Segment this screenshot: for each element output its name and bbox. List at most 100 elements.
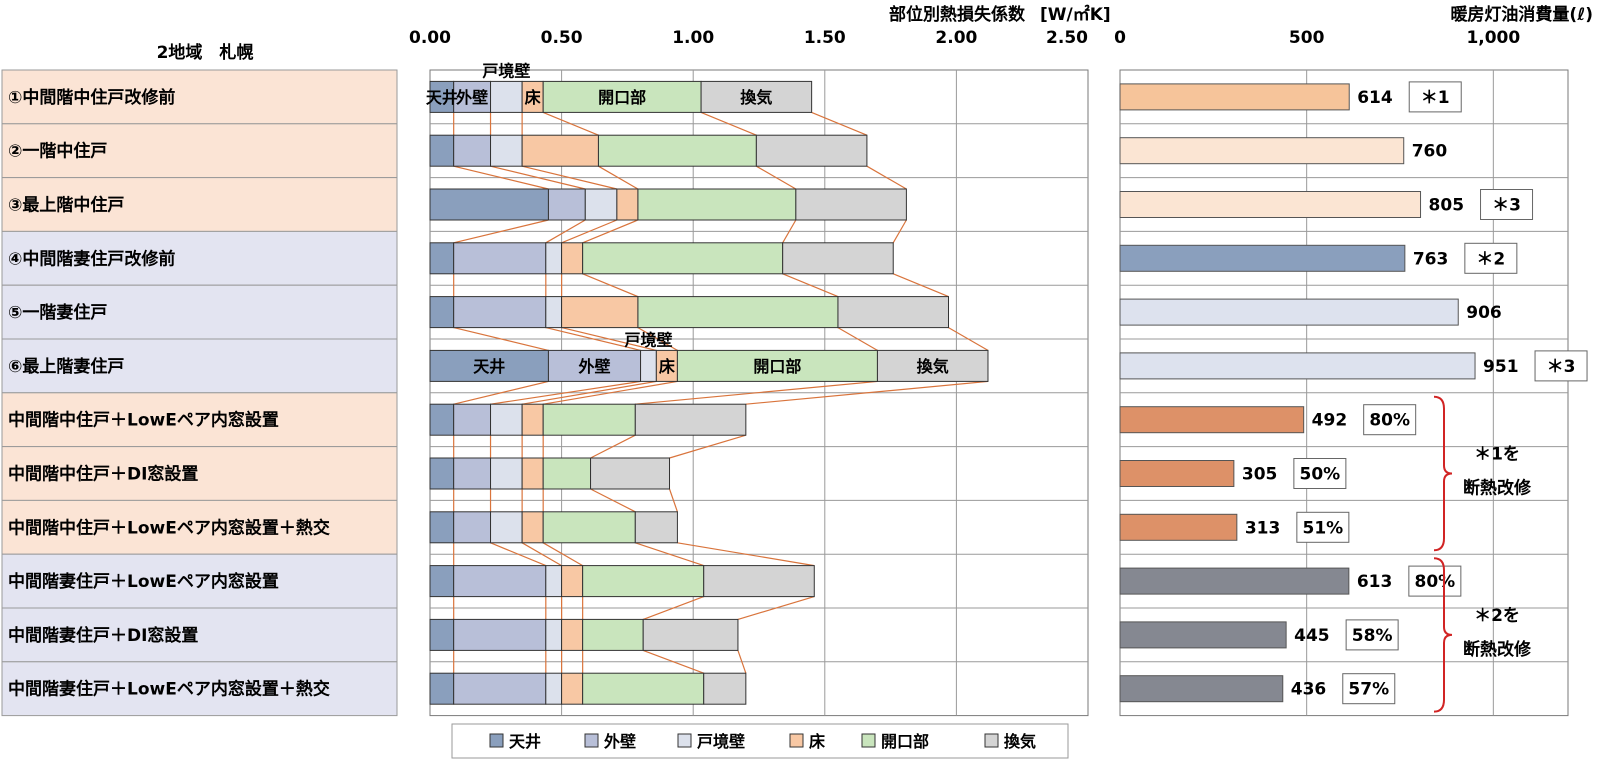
connector-line xyxy=(490,380,641,405)
kerosene-value-label: 805 xyxy=(1429,196,1465,216)
connector-line xyxy=(542,111,599,136)
connector-line xyxy=(635,380,878,405)
row-label-cell xyxy=(1,123,398,179)
kerosene-value-label: 906 xyxy=(1466,303,1502,323)
heat-loss-bar-segment xyxy=(429,457,455,490)
annotation-text: ＊2 xyxy=(1476,249,1505,269)
heat-loss-bar-segment xyxy=(545,242,563,275)
row-label: 中間階妻住戸＋LowEペア内窓設置＋熱交 xyxy=(8,679,330,700)
legend-swatch xyxy=(489,733,504,748)
heat-loss-tick-label: 0.00 xyxy=(409,28,451,48)
connector-line xyxy=(677,542,815,567)
heat-loss-bar-segment xyxy=(795,188,907,221)
connector-line xyxy=(669,434,747,459)
row-label-cell xyxy=(1,230,398,286)
heat-loss-bar-segment xyxy=(453,403,492,436)
heat-loss-bar-segment xyxy=(637,296,839,329)
annotation-text: ＊3 xyxy=(1492,196,1521,216)
connector-line xyxy=(490,165,586,190)
legend-swatch xyxy=(861,733,876,748)
heat-loss-bar-segment xyxy=(429,672,455,705)
kerosene-bar xyxy=(1119,298,1459,326)
row-label: 中間階中住戸＋DI窓設置 xyxy=(8,464,198,485)
heat-loss-bar-segment xyxy=(755,134,868,167)
segment-label: 開口部 xyxy=(598,88,646,107)
kerosene-bar xyxy=(1119,191,1422,218)
connector-line xyxy=(782,219,797,244)
segment-label: 床 xyxy=(659,357,676,376)
row-label: 中間階中住戸＋LowEペア内窓設置＋熱交 xyxy=(8,517,330,538)
annotation-text: 50% xyxy=(1300,465,1341,485)
kerosene-value-label: 951 xyxy=(1483,357,1519,377)
heat-loss-tick-label: 2.00 xyxy=(935,28,977,48)
region-label: 2地域 札幌 xyxy=(157,42,254,63)
connector-line xyxy=(745,380,989,405)
annotation-text: 51% xyxy=(1303,518,1344,538)
kerosene-value-label: 313 xyxy=(1245,518,1281,538)
heat-loss-bar-segment xyxy=(561,672,584,705)
bracket-note: ＊2を xyxy=(1474,606,1520,626)
heat-loss-bar-segment xyxy=(429,565,455,598)
kerosene-title: 暖房灯油消費量(ℓ) xyxy=(1450,4,1593,25)
connector-line xyxy=(561,327,657,351)
connector-line xyxy=(837,327,878,351)
heat-loss-tick-label: 0.50 xyxy=(541,28,583,48)
heat-loss-bar-segment xyxy=(521,457,544,490)
heat-loss-bar-segment xyxy=(453,672,547,705)
heat-loss-bar-segment xyxy=(429,618,455,651)
legend-label: 開口部 xyxy=(881,732,929,751)
heat-loss-bar-segment xyxy=(429,511,455,544)
kerosene-value-label: 305 xyxy=(1242,465,1278,485)
kerosene-bar xyxy=(1119,675,1284,703)
connector-line xyxy=(590,488,636,513)
annotation-box xyxy=(1464,242,1518,274)
heat-loss-bar-segment xyxy=(490,403,523,436)
heat-loss-bar-segment xyxy=(545,618,563,651)
row-label: ④中間階妻住戸改修前 xyxy=(8,248,175,269)
annotation-box xyxy=(1534,350,1588,382)
heat-loss-bar-segment xyxy=(453,134,492,167)
annotation-text: ＊3 xyxy=(1547,357,1576,377)
row-label: ⑤一階妻住戸 xyxy=(8,302,107,323)
kerosene-bar xyxy=(1119,621,1287,649)
heat-loss-bar-segment xyxy=(453,618,547,651)
heat-loss-bar-segment xyxy=(490,457,523,490)
connector-line xyxy=(582,219,639,244)
legend-swatch xyxy=(789,733,804,748)
legend-label: 天井 xyxy=(509,732,541,751)
legend-label: 外壁 xyxy=(603,732,636,751)
heat-loss-bar-segment xyxy=(490,134,523,167)
heat-loss-bar-segment xyxy=(837,296,950,329)
annotation-text: 80% xyxy=(1415,572,1456,592)
kerosene-value-label: 436 xyxy=(1291,680,1327,700)
heat-loss-bar-segment xyxy=(545,296,563,329)
connector-line xyxy=(892,219,907,244)
heat-loss-bar-segment xyxy=(429,403,455,436)
heat-loss-bar-segment xyxy=(542,80,702,113)
annotation-box xyxy=(1408,81,1462,113)
heat-loss-bar-segment xyxy=(876,349,989,382)
segment-label: 外壁 xyxy=(577,357,610,376)
row-label: 中間階妻住戸＋DI窓設置 xyxy=(8,625,198,646)
connector-line xyxy=(635,542,704,567)
annotation-box xyxy=(1342,673,1396,705)
connector-line xyxy=(782,273,839,298)
heat-loss-bar-segment xyxy=(782,242,894,275)
connector-line xyxy=(700,111,757,136)
connector-line xyxy=(893,273,949,298)
heat-loss-bar-segment xyxy=(521,403,544,436)
heat-loss-bar-segment xyxy=(453,80,492,113)
segment-label: 床 xyxy=(525,88,542,107)
heat-loss-bar-segment xyxy=(490,80,523,113)
annotation-box xyxy=(1363,404,1417,436)
heat-loss-bar-segment xyxy=(590,457,671,490)
kerosene-tick-label: 1,000 xyxy=(1466,28,1520,48)
connector-line xyxy=(521,165,618,190)
heat-loss-bar-segment xyxy=(642,618,739,651)
annotation-box xyxy=(1296,511,1350,543)
segment-label: 戸境壁 xyxy=(482,61,530,80)
connector-line xyxy=(453,380,549,405)
heat-loss-bar-segment xyxy=(703,565,815,598)
bracket-note: ＊1を xyxy=(1474,445,1520,465)
